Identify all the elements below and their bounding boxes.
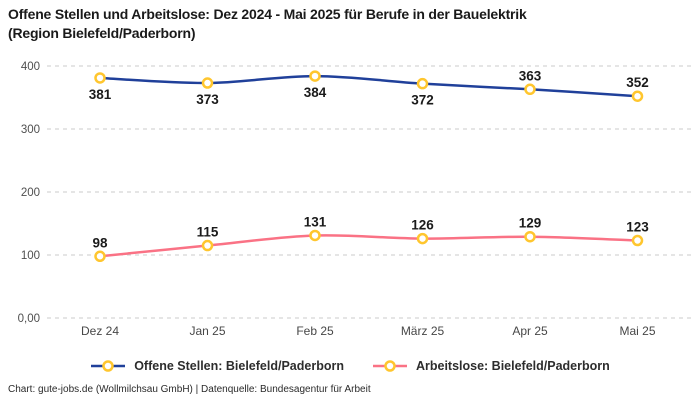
legend-line-marker-icon xyxy=(91,360,126,372)
legend-label-offene-stellen: Offene Stellen: Bielefeld/Paderborn xyxy=(134,359,344,373)
y-axis-tick-label: 300 xyxy=(21,124,40,136)
data-point-label: 98 xyxy=(92,235,108,250)
data-point-marker[interactable] xyxy=(201,239,214,252)
data-point-marker[interactable] xyxy=(416,232,429,245)
data-point-marker[interactable] xyxy=(94,72,106,84)
data-point-label: 373 xyxy=(196,92,219,107)
y-axis-tick-label: 100 xyxy=(21,250,40,262)
legend-item-arbeitslose[interactable]: Arbeitslose: Bielefeld/Paderborn xyxy=(372,359,610,373)
chart-title: Offene Stellen und Arbeitslose: Dez 2024… xyxy=(8,5,692,44)
data-point-label: 352 xyxy=(626,75,649,90)
data-point-label: 115 xyxy=(197,225,219,240)
data-point-label: 129 xyxy=(519,216,542,231)
chart-title-line-1: Offene Stellen und Arbeitslose: Dez 2024… xyxy=(8,6,527,22)
data-point-label: 372 xyxy=(411,93,434,108)
x-axis-tick-label: Jan 25 xyxy=(189,324,225,338)
legend-label-arbeitslose: Arbeitslose: Bielefeld/Paderborn xyxy=(415,359,610,373)
data-point-marker[interactable] xyxy=(201,77,214,89)
series-line xyxy=(98,234,639,258)
x-axis-tick-label: Mai 25 xyxy=(619,324,655,338)
x-axis-tick-label: Dez 24 xyxy=(81,324,119,338)
data-point-marker[interactable] xyxy=(631,234,644,247)
x-axis-tick-label: Apr 25 xyxy=(512,324,548,338)
data-point-marker[interactable] xyxy=(524,230,536,243)
data-point-marker[interactable] xyxy=(416,77,429,90)
chart-legend: Offene Stellen: Bielefeld/Paderborn Arbe… xyxy=(0,359,700,373)
data-point-label: 126 xyxy=(411,218,434,233)
y-axis-tick-label: 200 xyxy=(21,187,40,199)
data-point-marker[interactable] xyxy=(524,83,536,96)
data-point-marker[interactable] xyxy=(309,70,321,82)
y-axis-tick-label: 400 xyxy=(21,61,40,73)
legend-item-offene-stellen[interactable]: Offene Stellen: Bielefeld/Paderborn xyxy=(90,359,344,373)
data-point-label: 381 xyxy=(89,87,112,102)
legend-line-marker-icon xyxy=(372,360,407,372)
data-point-label: 363 xyxy=(519,68,542,83)
line-chart-plot: 400 300 200 100 0,00 Dez 24 Jan 25 Feb 25 März 2… xyxy=(18,61,694,338)
data-point-label: 131 xyxy=(304,214,327,229)
data-point-label: 123 xyxy=(626,220,649,235)
data-point-marker[interactable] xyxy=(309,229,321,242)
x-axis-tick-label: März 25 xyxy=(401,324,445,338)
series-line xyxy=(98,74,639,98)
x-axis-tick-label: Feb 25 xyxy=(296,324,334,338)
y-axis-tick-label: 0,00 xyxy=(18,313,40,325)
data-point-marker[interactable] xyxy=(94,250,106,263)
chart-title-line-2: (Region Bielefeld/Paderborn) xyxy=(8,25,196,42)
data-point-label: 384 xyxy=(304,85,327,100)
data-point-marker[interactable] xyxy=(631,90,644,102)
chart-footer-credit: Chart: gute-jobs.de (Wollmilchsau GmbH) … xyxy=(8,384,371,395)
